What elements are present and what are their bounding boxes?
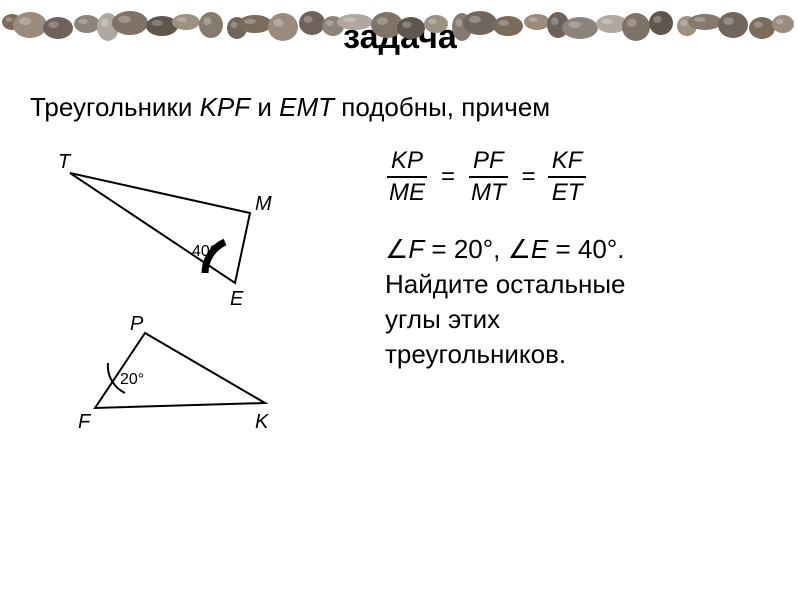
footer-pebble-border xyxy=(0,0,800,50)
equals-2: = xyxy=(510,163,548,191)
question-text: ∠F = 20°, ∠E = 40°. Найдите остальные уг… xyxy=(385,232,760,372)
pebble-icon xyxy=(337,14,373,30)
pebble-icon xyxy=(112,11,148,35)
diagrams-column: T M E 40° P F K 20° xyxy=(0,133,360,453)
subtitle-pre: Треугольники xyxy=(30,92,200,122)
fraction-3: KF ET xyxy=(548,148,587,207)
subtitle-post: подобны, причем xyxy=(334,92,550,122)
fraction-2-num: PF xyxy=(469,148,508,178)
pebble-icon xyxy=(199,12,223,38)
subtitle-mid: и xyxy=(250,92,279,122)
pebble-icon xyxy=(649,11,673,35)
content-row: T M E 40° P F K 20° KP ME = PF MT = KF E… xyxy=(0,133,800,453)
vertex-label-f: F xyxy=(78,411,90,434)
triangle-name-kpf: KPF xyxy=(200,92,251,122)
fraction-1-den: ME xyxy=(385,178,429,206)
angle-symbol-1: ∠ xyxy=(385,234,408,264)
question-line4: треугольников. xyxy=(385,339,566,369)
vertex-label-e: E xyxy=(230,288,243,311)
fraction-3-den: ET xyxy=(548,178,587,206)
angle-val-f: = 20°, ∠ xyxy=(424,234,531,264)
pebble-icon xyxy=(268,13,298,41)
triangle-emt xyxy=(70,173,250,283)
pebble-icon xyxy=(74,15,100,33)
vertex-label-m: M xyxy=(255,193,272,216)
angle-text-f: 20° xyxy=(120,371,144,389)
problem-statement: Треугольники KPF и EMT подобны, причем xyxy=(30,92,800,123)
pebble-icon xyxy=(772,15,794,33)
pebble-icon xyxy=(718,12,748,38)
vertex-label-t: T xyxy=(58,151,70,174)
fraction-3-num: KF xyxy=(548,148,587,178)
angle-val-e: = 40°. xyxy=(548,234,624,264)
pebble-icon xyxy=(397,17,425,39)
equals-1: = xyxy=(429,163,467,191)
fraction-2: PF MT xyxy=(467,148,510,207)
pebble-icon xyxy=(43,17,73,39)
question-line2: Найдите остальные xyxy=(385,269,626,299)
triangles-svg xyxy=(0,133,360,453)
vertex-label-k: K xyxy=(255,411,268,434)
fraction-1: KP ME xyxy=(385,148,429,207)
pebble-icon xyxy=(13,12,47,38)
angle-letter-f: F xyxy=(408,234,424,264)
vertex-label-p: P xyxy=(130,313,143,336)
fraction-1-num: KP xyxy=(387,148,427,178)
pebble-icon xyxy=(622,13,650,41)
pebble-icon xyxy=(688,14,722,30)
question-line3: углы этих xyxy=(385,304,500,334)
pebble-icon xyxy=(524,14,550,30)
pebble-icon xyxy=(463,11,497,35)
pebble-icon xyxy=(424,15,448,33)
pebble-icon xyxy=(749,17,775,39)
text-column: KP ME = PF MT = KF ET ∠F = 20°, ∠E = 40°… xyxy=(360,133,760,453)
angle-letter-e: E xyxy=(531,234,548,264)
angle-text-e: 40° xyxy=(192,243,216,261)
pebble-icon xyxy=(493,16,523,36)
pebble-icon xyxy=(172,14,200,30)
fraction-2-den: MT xyxy=(467,178,510,206)
proportion-equation: KP ME = PF MT = KF ET xyxy=(385,148,760,207)
pebble-icon xyxy=(299,11,325,35)
pebble-icon xyxy=(238,15,272,33)
pebble-icon xyxy=(562,17,598,39)
triangle-name-emt: EMT xyxy=(279,92,334,122)
